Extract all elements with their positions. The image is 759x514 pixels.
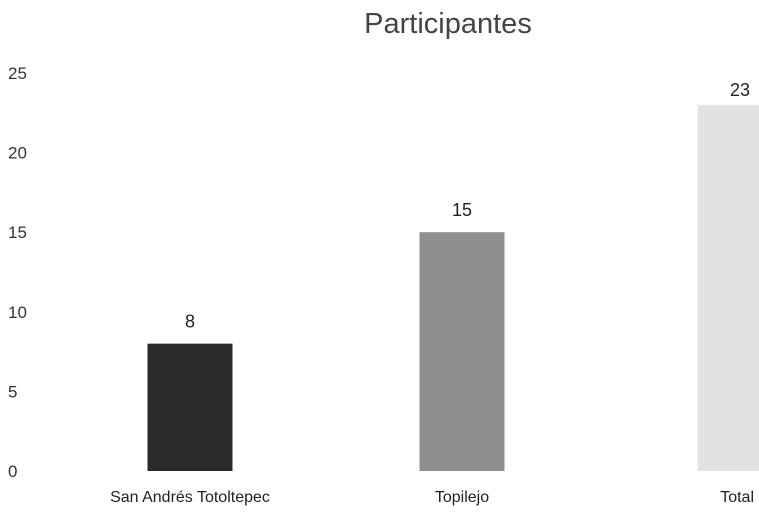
data-label: 8 — [185, 312, 195, 332]
x-tick-label: Total — [720, 489, 754, 506]
data-label: 23 — [730, 80, 750, 100]
x-axis: San Andrés Totoltepec Topilejo Total — [110, 489, 754, 506]
y-tick-label: 20 — [8, 144, 27, 163]
y-tick-label: 5 — [8, 382, 17, 401]
y-axis: 0 5 10 15 20 25 — [8, 64, 27, 481]
data-labels: 8 15 23 — [185, 80, 750, 332]
bars — [147, 104, 759, 471]
bar-1 — [419, 232, 505, 471]
bar-2 — [697, 104, 759, 471]
bar-0 — [147, 343, 233, 471]
y-tick-label: 0 — [8, 462, 17, 481]
y-tick-label: 25 — [8, 64, 27, 83]
data-label: 15 — [452, 200, 472, 220]
x-tick-label: Topilejo — [435, 489, 489, 506]
y-tick-label: 10 — [8, 303, 27, 322]
chart-title: Participantes — [364, 8, 532, 40]
y-tick-label: 15 — [8, 223, 27, 242]
x-tick-label: San Andrés Totoltepec — [110, 489, 270, 506]
